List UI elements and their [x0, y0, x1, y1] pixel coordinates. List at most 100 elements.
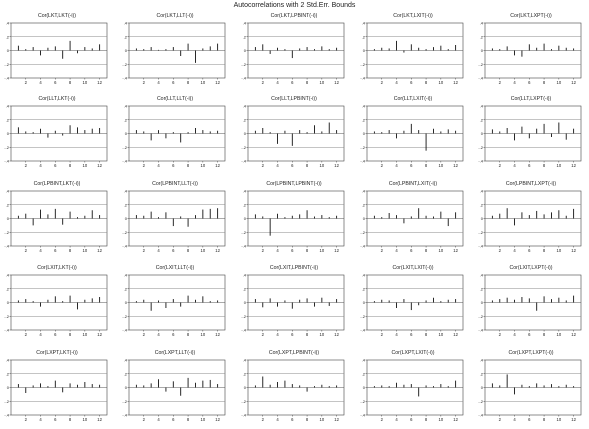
y-tick-label: -.4	[4, 159, 9, 164]
panel-title: Cor(LXPT,LXPT(-i))	[509, 350, 554, 356]
x-tick-label: 2	[381, 163, 384, 168]
y-tick-label: -.2	[360, 62, 365, 67]
x-tick-label: 8	[543, 248, 546, 253]
y-tick-label: 0	[481, 216, 484, 221]
acf-panel: Cor(LKT,LKT(-i)) .4 .2 0 -.2 -.4 2 4 6 8 10 12	[4, 13, 108, 85]
y-tick-label: -.4	[360, 244, 365, 249]
x-tick-label: 2	[25, 417, 28, 422]
x-tick-label: 10	[557, 80, 562, 85]
y-tick-label: -.4	[478, 76, 483, 81]
x-tick-label: 6	[528, 248, 531, 253]
y-tick-label: -.4	[360, 159, 365, 164]
x-tick-label: 12	[97, 248, 102, 253]
x-tick-label: 8	[306, 248, 309, 253]
x-tick-label: 2	[262, 163, 265, 168]
y-tick-label: 0	[363, 385, 366, 390]
y-tick-label: -.4	[478, 244, 483, 249]
x-tick-label: 12	[571, 248, 576, 253]
panel-title: Cor(LLT,LKT(-i))	[38, 96, 75, 102]
x-tick-label: 8	[187, 332, 190, 337]
x-tick-label: 8	[187, 163, 190, 168]
y-tick-label: -.2	[241, 314, 246, 319]
y-tick-label: .4	[362, 104, 366, 109]
x-tick-label: 12	[334, 417, 339, 422]
x-tick-label: 2	[499, 332, 502, 337]
y-tick-label: .2	[480, 117, 484, 122]
x-tick-label: 8	[69, 80, 72, 85]
x-tick-label: 10	[320, 163, 325, 168]
y-tick-label: -.2	[478, 230, 483, 235]
y-tick-label: -.4	[4, 328, 9, 333]
x-tick-label: 10	[320, 248, 325, 253]
y-tick-label: -.4	[122, 76, 127, 81]
y-tick-label: 0	[7, 300, 10, 305]
x-tick-label: 12	[215, 332, 220, 337]
x-tick-label: 10	[83, 332, 88, 337]
x-tick-label: 10	[439, 248, 444, 253]
acf-panel: Cor(LLT,LPBINT(-i)) .4 .2 0 -.2 -.4 2 4 6 8 10 12	[241, 96, 345, 168]
y-tick-label: .4	[480, 358, 484, 363]
y-tick-label: -.4	[360, 413, 365, 418]
y-tick-label: -.4	[241, 328, 246, 333]
x-tick-label: 4	[395, 163, 398, 168]
y-tick-label: .2	[480, 371, 484, 376]
x-tick-label: 12	[97, 332, 102, 337]
acf-panel: Cor(LXPT,LPBINT(-i)) .4 .2 0 -.2 -.4 2 4 6 8 10 12	[241, 350, 345, 422]
y-tick-label: -.2	[360, 314, 365, 319]
y-tick-label: .2	[243, 34, 247, 39]
y-tick-label: .4	[362, 273, 366, 278]
y-tick-label: -.2	[4, 62, 9, 67]
panel-title: Cor(LXPT,LKT(-i))	[36, 350, 78, 356]
x-tick-label: 2	[499, 248, 502, 253]
y-tick-label: -.2	[122, 62, 127, 67]
x-tick-label: 2	[143, 332, 146, 337]
x-tick-label: 6	[172, 417, 175, 422]
y-tick-label: -.4	[241, 76, 246, 81]
y-tick-label: .2	[6, 34, 10, 39]
x-tick-label: 12	[334, 163, 339, 168]
y-tick-label: .2	[362, 286, 366, 291]
x-tick-label: 12	[97, 163, 102, 168]
x-tick-label: 8	[187, 417, 190, 422]
x-tick-label: 12	[453, 80, 458, 85]
acf-panel: Cor(LXPT,LKT(-i)) .4 .2 0 -.2 -.4 2 4 6 8 10 12	[4, 350, 108, 422]
x-tick-label: 8	[306, 80, 309, 85]
y-tick-label: .2	[362, 117, 366, 122]
y-tick-label: -.4	[4, 413, 9, 418]
panel-title: Cor(LKT,LPBINT(-i))	[271, 13, 318, 19]
x-tick-label: 8	[543, 417, 546, 422]
y-tick-label: -.2	[122, 145, 127, 150]
x-tick-label: 12	[453, 332, 458, 337]
y-tick-label: 0	[244, 48, 247, 53]
y-tick-label: 0	[363, 48, 366, 53]
y-tick-label: -.2	[122, 399, 127, 404]
x-tick-label: 2	[381, 417, 384, 422]
y-tick-label: .2	[6, 117, 10, 122]
y-tick-label: .2	[124, 371, 128, 376]
x-tick-label: 8	[543, 80, 546, 85]
x-tick-label: 8	[306, 332, 309, 337]
y-tick-label: 0	[481, 300, 484, 305]
acf-panel: Cor(LPBINT,LKT(-i)) .4 .2 0 -.2 -.4 2 4 6 8 10 12	[4, 181, 108, 253]
x-tick-label: 6	[528, 332, 531, 337]
x-tick-label: 2	[381, 248, 384, 253]
panel-title: Cor(LXIT,LXPT(-i))	[510, 265, 553, 271]
y-tick-label: -.4	[4, 244, 9, 249]
x-tick-label: 10	[201, 163, 206, 168]
x-tick-label: 4	[513, 80, 516, 85]
y-tick-label: -.4	[122, 244, 127, 249]
x-tick-label: 8	[187, 248, 190, 253]
x-tick-label: 6	[291, 163, 294, 168]
y-tick-label: .2	[480, 202, 484, 207]
y-tick-label: .4	[362, 358, 366, 363]
x-tick-label: 10	[557, 248, 562, 253]
y-tick-label: -.4	[478, 413, 483, 418]
y-tick-label: -.2	[4, 399, 9, 404]
y-tick-label: .4	[124, 189, 128, 194]
x-tick-label: 4	[276, 248, 279, 253]
y-tick-label: .4	[362, 189, 366, 194]
y-tick-label: .2	[124, 202, 128, 207]
x-tick-label: 2	[25, 248, 28, 253]
x-tick-label: 2	[25, 80, 28, 85]
x-tick-label: 6	[172, 248, 175, 253]
